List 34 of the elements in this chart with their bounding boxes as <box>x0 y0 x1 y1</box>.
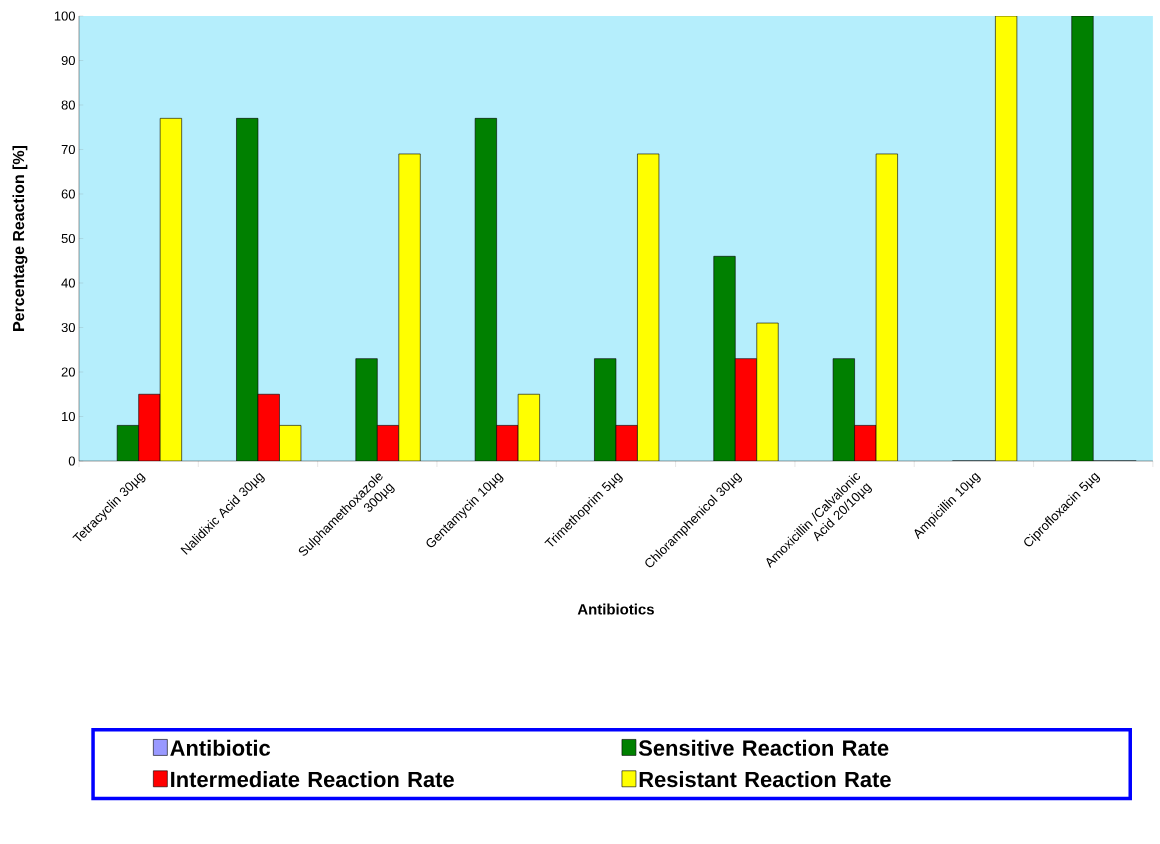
legend-label: Intermediate Reaction Rate <box>171 771 454 788</box>
bar <box>236 118 258 461</box>
bar <box>594 358 616 461</box>
y-tick-label: 40 <box>61 278 75 288</box>
bar <box>398 153 421 461</box>
bar <box>713 256 736 461</box>
bar <box>160 118 182 461</box>
bar <box>138 394 161 461</box>
bar <box>518 394 540 461</box>
y-tick-label: 30 <box>61 322 75 333</box>
legend-label: Resistant Reaction Rate <box>639 771 891 788</box>
y-tick-label: 20 <box>61 367 75 377</box>
legend-label: Sensitive Reaction Rate <box>638 739 889 756</box>
y-tick-label: 10 <box>62 411 75 422</box>
bar <box>735 358 757 461</box>
y-tick-label: 50 <box>61 233 75 244</box>
y-tick-label: 90 <box>61 55 75 66</box>
y-tick-label: 70 <box>61 144 75 155</box>
bar <box>833 358 855 461</box>
bar <box>257 394 280 461</box>
y-tick-label: 80 <box>61 100 75 110</box>
x-axis-title: Antibiotics <box>577 603 654 615</box>
bar <box>475 118 497 461</box>
y-tick-label: 100 <box>54 11 75 21</box>
y-tick-label: 60 <box>61 189 75 199</box>
legend-label: Antibiotic <box>170 739 271 756</box>
bar <box>1071 16 1094 461</box>
y-tick-label: 0 <box>68 456 75 466</box>
bar <box>756 323 779 461</box>
bar <box>995 16 1017 461</box>
bar <box>355 358 378 461</box>
y-axis-title: Percentage Reaction [%] <box>12 145 28 331</box>
bar <box>876 153 898 461</box>
bar <box>637 153 659 461</box>
